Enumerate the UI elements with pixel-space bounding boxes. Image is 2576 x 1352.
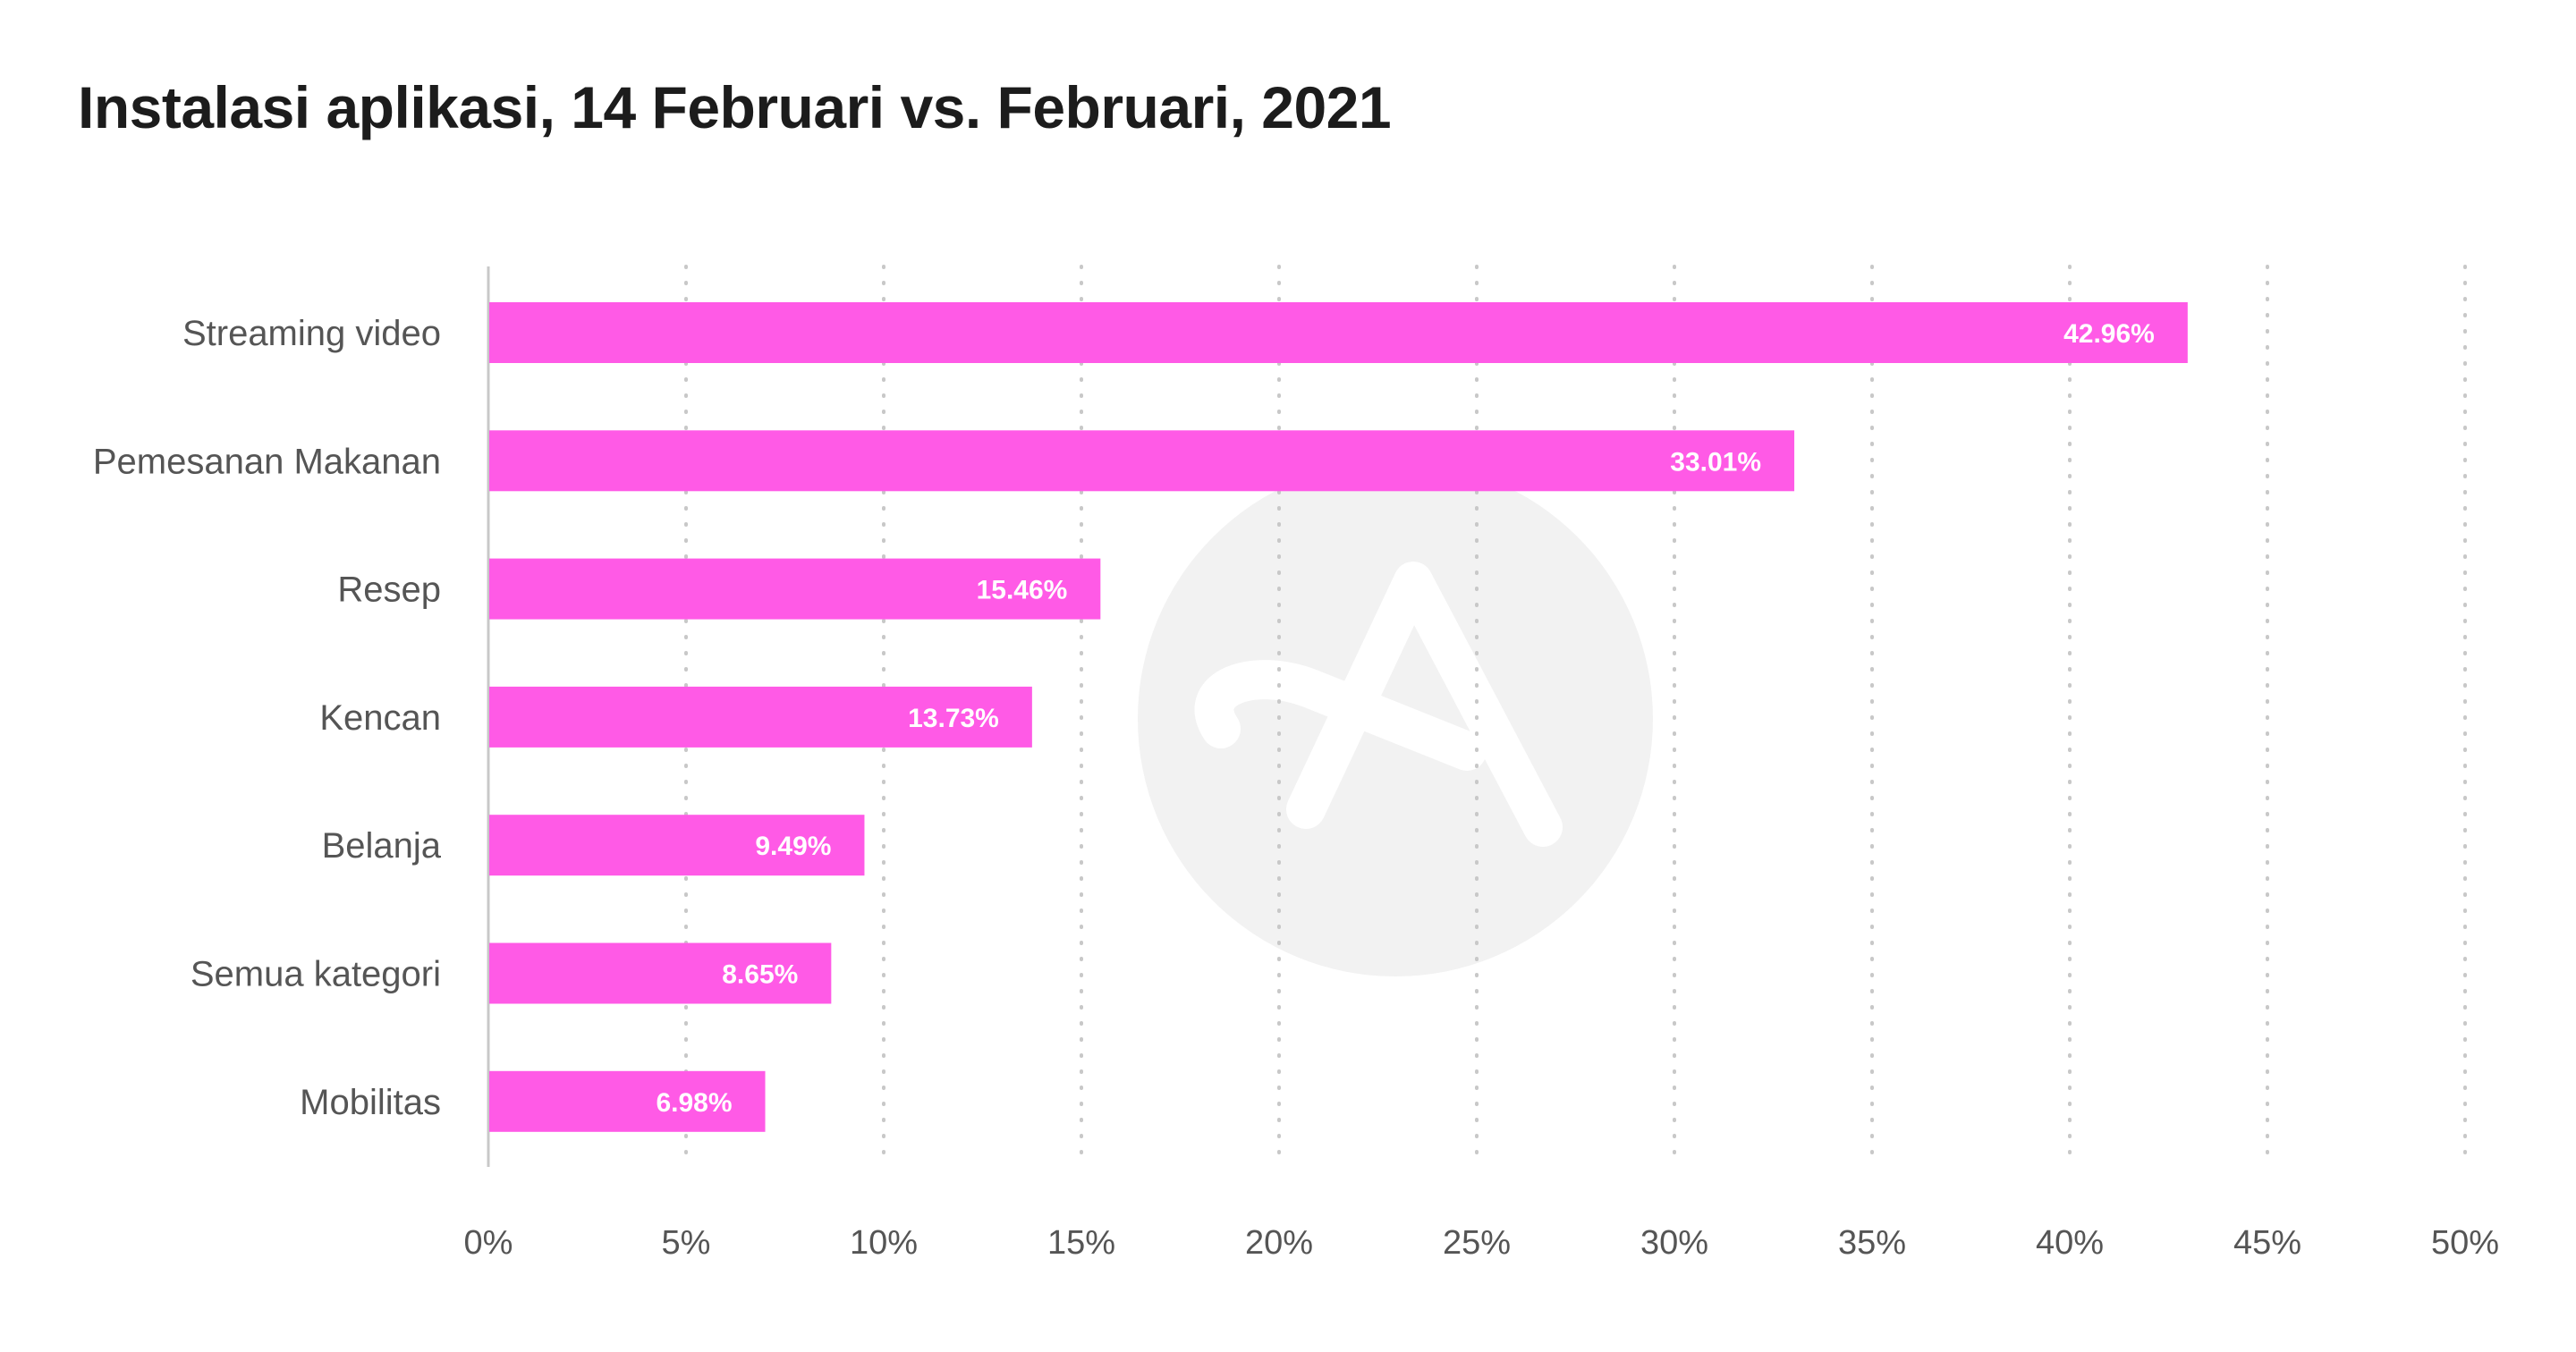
x-tick-label: 40% <box>2036 1224 2104 1262</box>
value-label: 13.73% <box>908 704 999 733</box>
x-tick-label: 30% <box>1640 1224 1708 1262</box>
category-label: Mobilitas <box>300 1083 441 1122</box>
category-label: Kencan <box>319 698 441 738</box>
value-label: 9.49% <box>755 832 831 861</box>
x-tick-label: 0% <box>464 1224 513 1262</box>
bar <box>489 1070 766 1132</box>
bar <box>489 815 865 876</box>
category-label: Pemesanan Makanan <box>93 442 441 481</box>
x-tick-labels: 0% 5% 10% 15% 20% 25% 30% 35% 40% 45% 50% <box>464 1224 2499 1262</box>
category-label: Streaming video <box>182 314 441 353</box>
bar <box>489 686 1032 748</box>
value-labels: 42.96% 33.01% 15.46% 13.73% 9.49% 8.65% 6.98% <box>656 319 2154 1118</box>
category-label: Belanja <box>322 826 442 866</box>
adjust-logo-watermark-icon <box>1138 461 1653 976</box>
value-label: 42.96% <box>2063 319 2155 349</box>
bar <box>489 430 1795 492</box>
x-tick-label: 25% <box>1443 1224 1511 1262</box>
bar <box>489 302 2188 363</box>
value-label: 33.01% <box>1670 447 1761 477</box>
x-tick-label: 20% <box>1245 1224 1313 1262</box>
x-tick-label: 10% <box>850 1224 918 1262</box>
x-tick-label: 5% <box>662 1224 711 1262</box>
value-label: 15.46% <box>977 576 1068 605</box>
category-label: Semua kategori <box>191 955 441 994</box>
value-label: 6.98% <box>656 1088 732 1118</box>
bar <box>489 558 1101 620</box>
x-tick-label: 45% <box>2233 1224 2301 1262</box>
bar <box>489 942 832 1004</box>
x-tick-label: 35% <box>1838 1224 1906 1262</box>
x-tick-label: 15% <box>1047 1224 1115 1262</box>
bars <box>489 302 2188 1132</box>
x-tick-label: 50% <box>2431 1224 2499 1262</box>
category-label: Resep <box>337 570 441 610</box>
value-label: 8.65% <box>722 960 798 990</box>
chart-title: Instalasi aplikasi, 14 Februari vs. Febr… <box>78 74 1392 140</box>
category-labels: Streaming video Pemesanan Makanan Resep Ken… <box>93 314 442 1122</box>
